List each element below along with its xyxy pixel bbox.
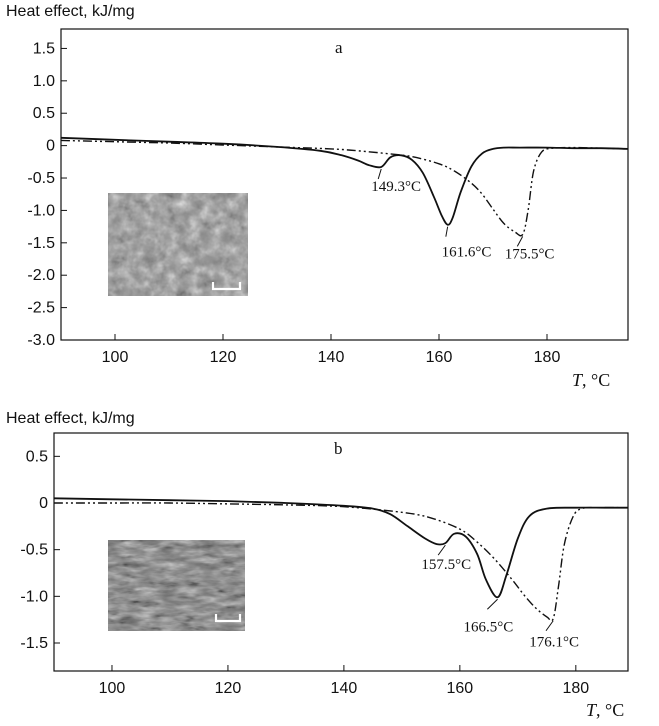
peak-annotation: 149.3°C	[371, 179, 421, 195]
x-tick-label: 120	[210, 349, 237, 366]
peak-annotation: 166.5°C	[464, 619, 514, 635]
x-tick-label: 160	[426, 349, 453, 366]
y-tick-label: 0.5	[26, 448, 48, 465]
y-tick-label: -3.0	[27, 332, 55, 349]
y-tick-label: -1.5	[27, 235, 55, 252]
annotation-leader	[516, 236, 524, 247]
annotation-leader	[377, 168, 382, 180]
series-line-solid	[53, 497, 628, 599]
micrograph-texture	[108, 540, 245, 631]
y-tick-label: 0.5	[33, 105, 55, 122]
panel-b: Heat effect, kJ/mg b 0.5 0 -0.5 -1.0 -1.5 10…	[6, 410, 629, 720]
x-axis-label: T, °C	[572, 370, 610, 390]
panel-label: a	[335, 38, 343, 57]
panel-a: Heat effect, kJ/mg a 1.5 1.0 0.5 0 -0.5 -1.0 -…	[6, 3, 629, 390]
micrograph-inset	[108, 193, 248, 296]
y-tick-label: -0.5	[27, 170, 55, 187]
annotation-leader	[545, 620, 554, 632]
y-tick-label: -1.5	[20, 635, 48, 652]
series-line-solid	[60, 136, 629, 226]
x-tick-label: 180	[534, 349, 561, 366]
y-tick-label: 0	[46, 138, 55, 155]
y-tick-label: 0	[39, 495, 48, 512]
annotation-leader	[445, 226, 449, 237]
y-tick-label: -2.0	[27, 267, 55, 284]
x-tick-label: 180	[562, 680, 589, 697]
micrograph-texture	[108, 193, 248, 296]
series-line-dash-dot	[60, 139, 629, 237]
peak-annotation: 157.5°C	[421, 557, 471, 573]
x-tick-label: 100	[99, 680, 126, 697]
plot-frame	[53, 432, 629, 672]
annotation-leader	[437, 544, 446, 556]
x-tick-label: 160	[447, 680, 474, 697]
peak-annotation: 175.5°C	[505, 246, 555, 262]
y-tick-label: 1.0	[33, 73, 55, 90]
y-tick-label: -1.0	[27, 202, 55, 219]
micrograph-inset	[108, 540, 245, 631]
y-axis-label: Heat effect, kJ/mg	[6, 3, 135, 20]
x-tick-label: 140	[331, 680, 358, 697]
x-tick-label: 140	[318, 349, 345, 366]
y-tick-label: -0.5	[20, 542, 48, 559]
y-axis-label: Heat effect, kJ/mg	[6, 410, 135, 427]
scale-bar	[211, 282, 242, 291]
x-axis-label: T, °C	[586, 700, 624, 720]
peak-annotation: 176.1°C	[529, 635, 579, 651]
scale-bar	[214, 614, 242, 623]
x-tick-label: 120	[215, 680, 242, 697]
annotation-leader	[486, 598, 498, 610]
y-tick-label: -1.0	[20, 588, 48, 605]
y-tick-label: -2.5	[27, 300, 55, 317]
y-tick-label: 1.5	[33, 40, 55, 57]
peak-annotation: 161.6°C	[442, 245, 492, 261]
plot-frame	[60, 28, 629, 341]
panel-label: b	[334, 439, 343, 458]
x-tick-label: 100	[102, 349, 129, 366]
series-line-dash-dot	[54, 502, 629, 622]
